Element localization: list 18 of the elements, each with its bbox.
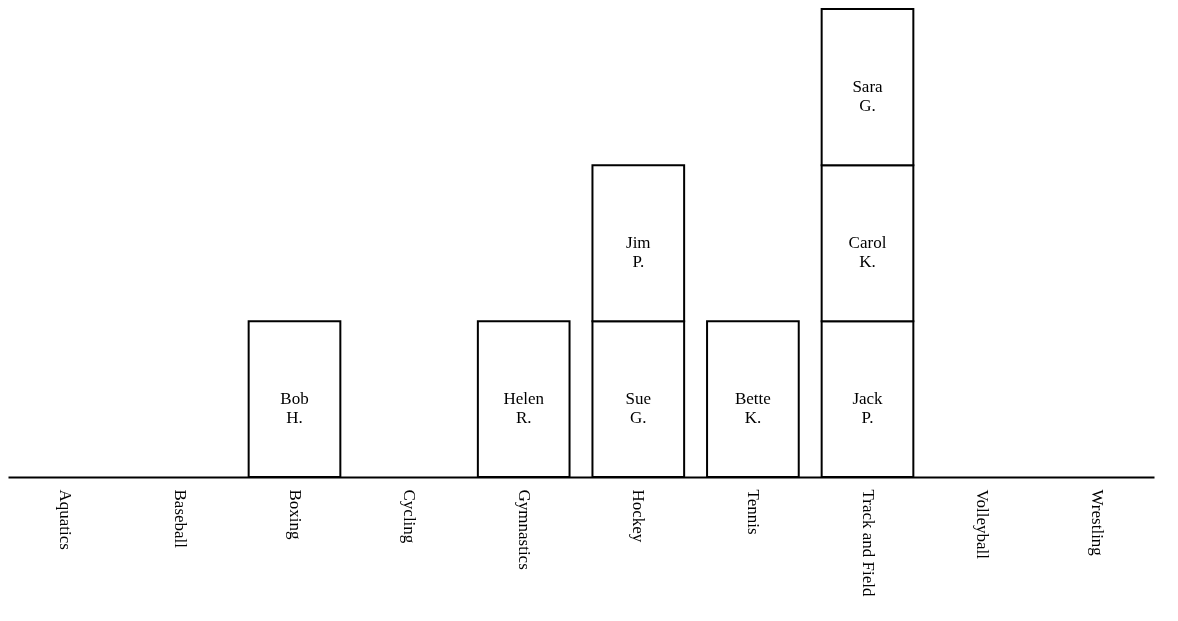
x-tick-label: Aquatics xyxy=(56,489,76,550)
annotation: Bob H. xyxy=(280,389,309,428)
annotation: Jim P. xyxy=(626,233,651,272)
x-tick-label: Baseball xyxy=(170,489,190,549)
x-tick-label: Gymnastics xyxy=(514,489,534,570)
x-tick-label: Hockey xyxy=(629,489,649,543)
x-tick-label: Cycling xyxy=(400,489,420,544)
annotation: Jack P. xyxy=(852,389,884,428)
x-tick-label: Tennis xyxy=(743,489,763,535)
x-tick-label: Wrestling xyxy=(1087,489,1107,557)
annotation: Carol K. xyxy=(848,233,887,272)
x-tick-label: Volleyball xyxy=(973,489,993,560)
x-tick-label: Track and Field xyxy=(858,489,878,598)
annotation: Helen R. xyxy=(503,389,545,428)
annotation: Bette K. xyxy=(734,389,771,428)
annotation: Sue G. xyxy=(625,389,652,428)
annotation: Sara G. xyxy=(852,77,884,116)
x-tick-label: Boxing xyxy=(285,489,305,541)
